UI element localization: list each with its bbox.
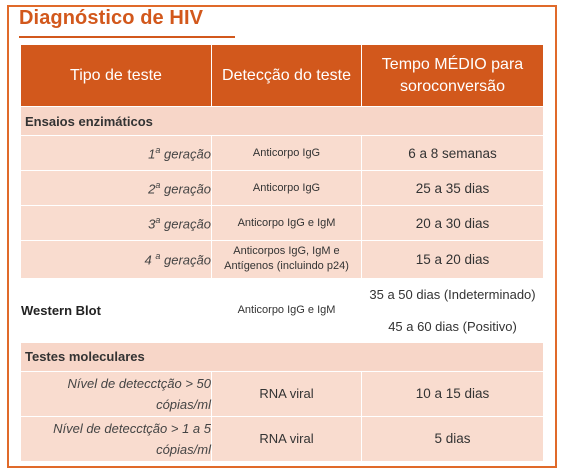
western-blot-label: Western Blot [20,277,212,343]
table-row: 1a geração Anticorpo IgG 6 a 8 semanas [20,135,544,172]
detection-cell: Anticorpo IgG [211,170,362,207]
western-blot-time-positive: 45 a 60 dias (Positivo) [361,309,544,343]
header-test-type: Tipo de teste [20,43,212,108]
table-row: Nível de detecctção > 1 a 5 cópias/ml RN… [20,415,544,463]
time-cell: 10 a 15 dias [361,370,544,417]
western-blot-row: Western Blot Anticorpo IgG e IgM 35 a 50… [20,277,544,343]
section-row-molecular: Testes moleculares [20,341,544,372]
table-row: 2a geração Anticorpo IgG 25 a 35 dias [20,170,544,207]
detection-cell: Anticorpos IgG, IgM e Antígenos (incluin… [211,240,362,279]
time-cell: 6 a 8 semanas [361,135,544,172]
western-blot-time-indeterminate: 35 a 50 dias (Indeterminado) [361,277,544,311]
western-blot-row-2: 45 a 60 dias (Positivo) [21,309,544,343]
table-row: 3a geração Anticorpo IgG e IgM 20 a 30 d… [20,205,544,242]
detection-cell: Anticorpo IgG e IgM [211,205,362,242]
title-underline [19,36,235,38]
table-row: Nível de detecctção > 50 cópias/ml RNA v… [20,370,544,417]
header-row: Tipo de teste Detecção do teste Tempo MÉ… [20,43,544,108]
page-title: Diagnóstico de HIV [19,7,204,29]
time-cell: 20 a 30 dias [361,205,544,242]
detection-cell: Anticorpo IgG [211,135,362,172]
detection-cell: RNA viral [211,415,362,463]
time-cell: 25 a 35 dias [361,170,544,207]
generation-label: 1a geração [20,135,212,172]
time-cell: 15 a 20 dias [361,240,544,279]
section-title-enzymatic: Ensaios enzimáticos [20,106,544,137]
section-title-molecular: Testes moleculares [20,341,544,372]
molecular-label: Nível de detecctção > 50 cópias/ml [20,370,212,417]
table-row: 4 a geração Anticorpos IgG, IgM e Antíge… [20,240,544,279]
molecular-label: Nível de detecctção > 1 a 5 cópias/ml [20,415,212,463]
header-seroconversion-time: Tempo MÉDIO para soroconversão [361,43,544,108]
detection-cell: RNA viral [211,370,362,417]
section-row-enzymatic: Ensaios enzimáticos [20,106,544,137]
generation-label: 4 a geração [20,240,212,279]
generation-label: 3a geração [20,205,212,242]
time-cell: 5 dias [361,415,544,463]
header-detection: Detecção do teste [211,43,362,108]
hiv-diagnosis-table: Tipo de teste Detecção do teste Tempo MÉ… [20,43,544,463]
generation-label: 2a geração [20,170,212,207]
western-blot-detection: Anticorpo IgG e IgM [211,277,362,343]
